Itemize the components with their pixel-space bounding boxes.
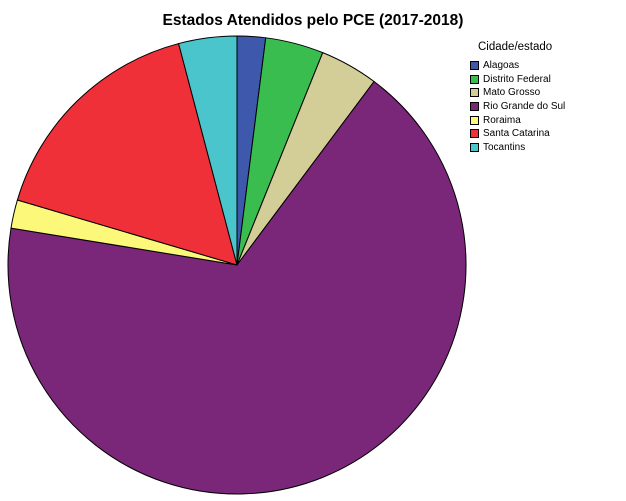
legend-swatch: [470, 88, 479, 98]
legend-label: Distrito Federal: [483, 73, 551, 85]
legend-label: Roraima: [483, 114, 521, 126]
legend-swatch: [470, 102, 479, 112]
legend-label: Rio Grande do Sul: [483, 101, 566, 113]
legend-item: Mato Grosso: [470, 86, 565, 100]
legend-label: Santa Catarina: [483, 128, 550, 140]
legend-swatch: [470, 61, 479, 71]
legend-item: Roraima: [470, 113, 565, 127]
legend-swatch: [470, 142, 479, 152]
legend-item: Tocantins: [470, 141, 565, 155]
legend-label: Mato Grosso: [483, 87, 541, 99]
legend-item: Alagoas: [470, 59, 565, 73]
chart-title: Estados Atendidos pelo PCE (2017-2018): [162, 12, 464, 29]
legend-title: Cidade/estado: [478, 41, 553, 53]
legend-item: Distrito Federal: [470, 73, 565, 87]
pie-slice-santa-catarina: [16, 42, 238, 266]
legend-label: Alagoas: [483, 60, 520, 72]
legend-item: Rio Grande do Sul: [470, 100, 565, 114]
pie-slice-rio-grande-do-sul: [7, 80, 467, 495]
legend-swatch: [470, 129, 479, 139]
legend-swatch: [470, 74, 479, 84]
legend: Cidade/estado Alagoas Distrito Federal Mat…: [470, 41, 565, 154]
pie-slice-tocantins: [177, 35, 238, 266]
legend-item: Santa Catarina: [470, 127, 565, 141]
legend-swatch: [470, 115, 479, 125]
legend-label: Tocantins: [483, 141, 526, 153]
